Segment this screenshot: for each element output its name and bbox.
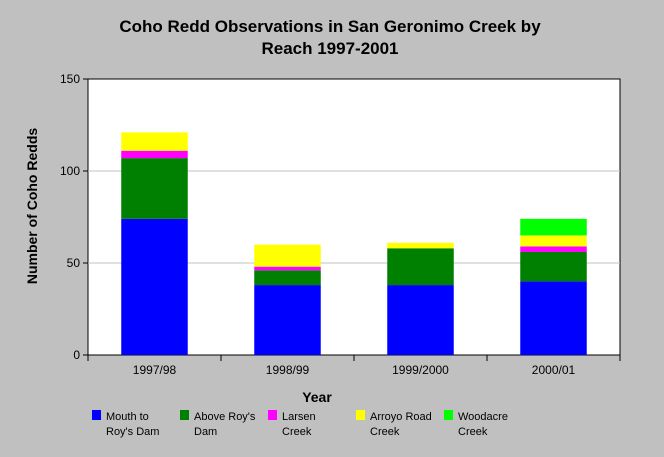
axes: 0 50 100 150 1997/98 1998/99 1999/2000 2000/01 — [60, 72, 621, 377]
bar-segment — [121, 150, 188, 159]
legend-swatch — [92, 410, 101, 420]
legend: Mouth to Roy's Dam Above Roy's Dam Larsen Cre… — [92, 410, 508, 438]
bar-segment — [254, 285, 321, 355]
legend-label: Arroyo Road — [370, 411, 432, 423]
x-tick-label: 1997/98 — [133, 363, 177, 377]
bar-segment — [387, 248, 454, 286]
legend-swatch — [444, 410, 453, 420]
x-tick-label: 2000/01 — [532, 363, 576, 377]
bars — [121, 132, 587, 355]
legend-label: Larsen — [282, 411, 316, 423]
bar-segment — [121, 132, 188, 151]
bar-segment — [254, 266, 321, 271]
bar-segment — [254, 270, 321, 286]
y-tick-label: 50 — [67, 256, 81, 270]
chart-title-line-2: Reach 1997-2001 — [261, 39, 398, 58]
bar-segment — [520, 218, 587, 236]
x-tick-label: 1999/2000 — [392, 363, 449, 377]
bar-segment — [520, 235, 587, 247]
legend-label: Roy's Dam — [106, 426, 159, 438]
chart-title-line-1: Coho Redd Observations in San Geronimo C… — [119, 17, 541, 36]
legend-label: Creek — [370, 426, 400, 438]
y-tick-label: 150 — [60, 72, 80, 86]
x-axis-label: Year — [302, 389, 332, 405]
legend-label: Mouth to — [106, 411, 149, 423]
bar-segment — [121, 218, 188, 355]
bar-segment — [387, 285, 454, 355]
legend-label: Above Roy's — [194, 411, 256, 423]
bar-segment — [254, 244, 321, 267]
bar-segment — [121, 158, 188, 219]
legend-swatch — [356, 410, 365, 420]
bar-segment — [387, 242, 454, 249]
y-tick-label: 0 — [73, 348, 80, 362]
legend-label: Dam — [194, 426, 217, 438]
y-axis-label: Number of Coho Redds — [24, 128, 40, 285]
bar-segment — [520, 246, 587, 252]
bar-segment — [520, 281, 587, 355]
legend-swatch — [268, 410, 277, 420]
bar-segment — [520, 251, 587, 282]
legend-label: Creek — [282, 426, 312, 438]
legend-label: Woodacre — [458, 411, 508, 423]
y-tick-label: 100 — [60, 164, 80, 178]
legend-swatch — [180, 410, 189, 420]
legend-label: Creek — [458, 426, 488, 438]
x-tick-label: 1998/99 — [266, 363, 310, 377]
